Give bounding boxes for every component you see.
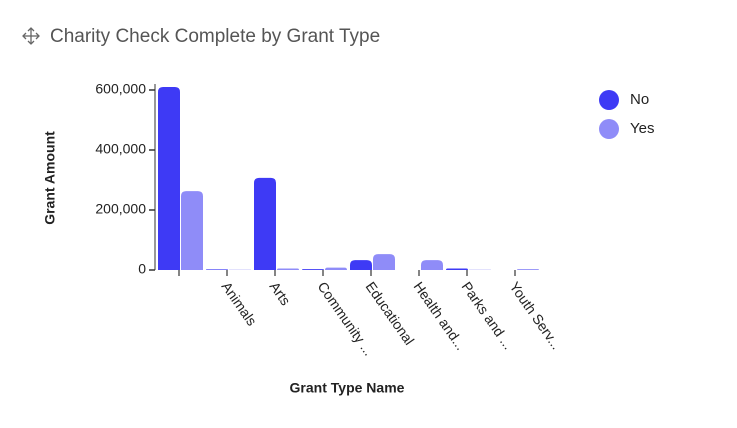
bar [325,268,347,270]
legend-swatch [599,119,619,139]
chart-title: Charity Check Complete by Grant Type [50,26,380,47]
y-tick-label: 400,000 [95,141,146,157]
bar [350,260,372,270]
bar [446,269,468,271]
bar [373,254,395,270]
move-icon[interactable] [23,28,39,44]
bar [302,269,324,270]
x-tick-label: Educational [363,279,418,348]
bar [181,191,203,270]
y-axis-title: Grant Amount [42,131,58,225]
legend-label: No [630,91,649,108]
bar [206,269,228,270]
bar [421,260,443,270]
x-tick-label: Animals [219,279,261,329]
legend-label: Yes [630,120,654,137]
legend-swatch [599,90,619,110]
y-tick-label: 0 [138,261,146,277]
y-tick-label: 200,000 [95,201,146,217]
bar [277,269,299,271]
bar [517,269,539,270]
x-axis-title: Grant Type Name [290,380,405,396]
bar [254,178,276,270]
y-tick-label: 600,000 [95,81,146,97]
x-tick-label: Arts [267,279,294,309]
bar [158,87,180,270]
